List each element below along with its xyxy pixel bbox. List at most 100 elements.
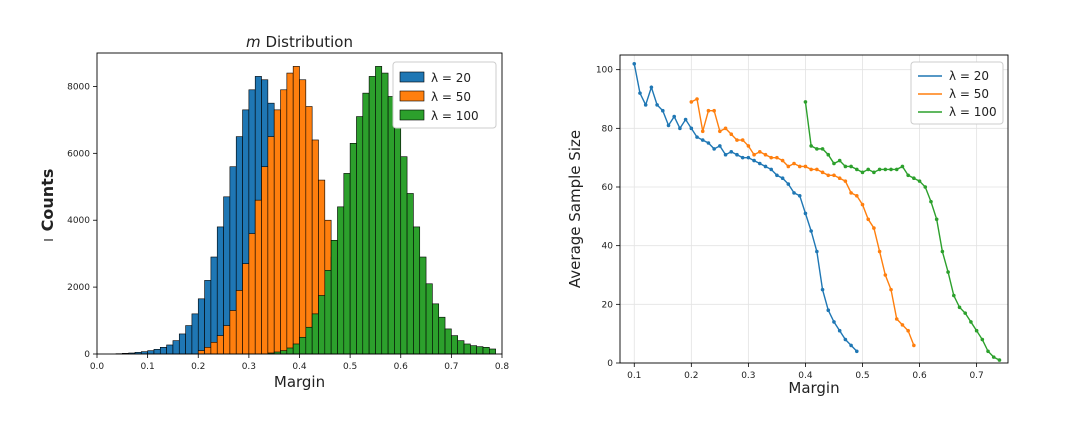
series-point-1 (689, 126, 694, 131)
series-point-3 (969, 320, 973, 324)
series-point-2 (723, 126, 728, 131)
series-point-1 (655, 103, 659, 107)
histogram-bar-1 (153, 349, 161, 355)
series-point-2 (706, 108, 711, 113)
series-point-2 (803, 164, 808, 169)
series-point-3 (900, 164, 905, 169)
x-tick-label: 0.5 (343, 362, 357, 372)
series-point-2 (757, 150, 762, 154)
series-point-3 (820, 147, 825, 151)
x-tick-label: 0.4 (292, 362, 307, 372)
y-axis-label-mark: I (42, 238, 56, 242)
histogram-bar-3 (425, 283, 433, 355)
histogram-bar-2 (267, 136, 275, 355)
line-chart: 0.1 0.2 0.3 0.4 0.5 0.6 0.7 0 20 40 60 80 100 Margin A… (566, 54, 1009, 397)
series-point-3 (963, 311, 968, 315)
series-point-3 (991, 355, 996, 359)
legend-label-1: λ = 20 (431, 71, 471, 85)
histogram-bar-2 (286, 72, 294, 355)
series-line-1 (633, 63, 858, 352)
x-tick-label: 0.8 (495, 362, 510, 372)
legend-swatch-2 (399, 90, 425, 102)
histogram-bar-3 (451, 335, 459, 355)
y-tick-label: 100 (596, 66, 613, 76)
series-point-1 (797, 194, 802, 198)
histogram-bar-3 (356, 116, 364, 355)
series-point-1 (809, 229, 813, 233)
histogram-bar-2 (197, 350, 205, 355)
series-point-3 (883, 167, 888, 172)
series-point-2 (837, 176, 842, 180)
series-point-2 (695, 97, 699, 101)
histogram-chart: 0.0 0.1 0.2 0.3 0.4 0.5 0.6 0.7 0.8 0 2000 4000 6000… (38, 33, 510, 391)
series-point-2 (792, 161, 796, 166)
series-point-3 (934, 217, 939, 222)
series-point-3 (860, 170, 865, 175)
series-point-3 (906, 173, 910, 178)
series-point-2 (809, 167, 813, 172)
histogram-bar-3 (368, 76, 376, 355)
legend-label-1: λ = 20 (949, 69, 989, 83)
histogram-bar-2 (261, 166, 269, 355)
series-point-1 (803, 211, 808, 216)
y-tick-label: 20 (602, 300, 614, 310)
series-point-3 (815, 147, 819, 151)
series-point-2 (906, 328, 910, 333)
y-tick-label: 2000 (67, 283, 90, 293)
histogram-bar-2 (292, 66, 300, 355)
series-point-1 (780, 176, 785, 180)
histogram-bar-3 (280, 350, 288, 355)
histogram-bar-3 (286, 347, 294, 355)
chart-title-variable: m (246, 33, 261, 51)
histogram-bar-3 (489, 348, 496, 355)
series-point-2 (700, 129, 705, 134)
series-point-2 (775, 155, 779, 160)
series-point-1 (678, 126, 682, 131)
series-point-3 (986, 349, 990, 354)
series-point-2 (900, 323, 905, 327)
histogram-bar-3 (299, 336, 307, 355)
y-tick-label: 60 (602, 183, 614, 193)
series-point-2 (854, 194, 859, 198)
x-tick-label: 0.0 (90, 362, 105, 372)
legend-swatch-3 (399, 109, 425, 121)
series-point-2 (780, 158, 785, 163)
series-point-3 (803, 100, 808, 104)
histogram-bar-1 (185, 325, 193, 355)
histogram-bar-2 (229, 310, 237, 355)
histogram-bar-3 (311, 313, 319, 355)
series-point-1 (712, 147, 716, 151)
histogram-bar-1 (172, 340, 180, 355)
series-point-1 (757, 161, 762, 166)
series-point-1 (649, 85, 654, 90)
histogram-bar-2 (216, 335, 224, 355)
series-point-1 (740, 155, 745, 160)
histogram-bar-3 (432, 303, 440, 355)
x-tick-label: 0.4 (798, 371, 813, 381)
chart-title: m Distribution (246, 33, 353, 51)
series-point-1 (683, 117, 688, 122)
series-point-1 (775, 173, 779, 178)
histogram-bar-3 (400, 156, 408, 355)
chart-title-text: Distribution (261, 33, 353, 51)
series-point-3 (837, 158, 842, 163)
series-point-3 (957, 305, 962, 310)
series-point-2 (740, 138, 745, 142)
legend-label-3: λ = 100 (431, 109, 479, 123)
histogram-bar-2 (235, 290, 243, 355)
histogram-bar-3 (394, 122, 402, 355)
histogram-bar-3 (337, 206, 345, 355)
series-point-1 (820, 287, 825, 292)
series-point-2 (826, 173, 831, 178)
series-point-1 (769, 167, 774, 172)
y-tick-label: 80 (602, 124, 614, 134)
series-point-3 (854, 167, 859, 172)
series-point-1 (792, 191, 796, 195)
histogram-bar-2 (273, 109, 281, 355)
series-point-2 (866, 217, 871, 222)
series-point-1 (815, 249, 819, 254)
x-tick-label: 0.6 (394, 362, 409, 372)
series-point-1 (729, 150, 734, 154)
series-point-1 (854, 349, 859, 354)
series-point-2 (849, 191, 853, 195)
